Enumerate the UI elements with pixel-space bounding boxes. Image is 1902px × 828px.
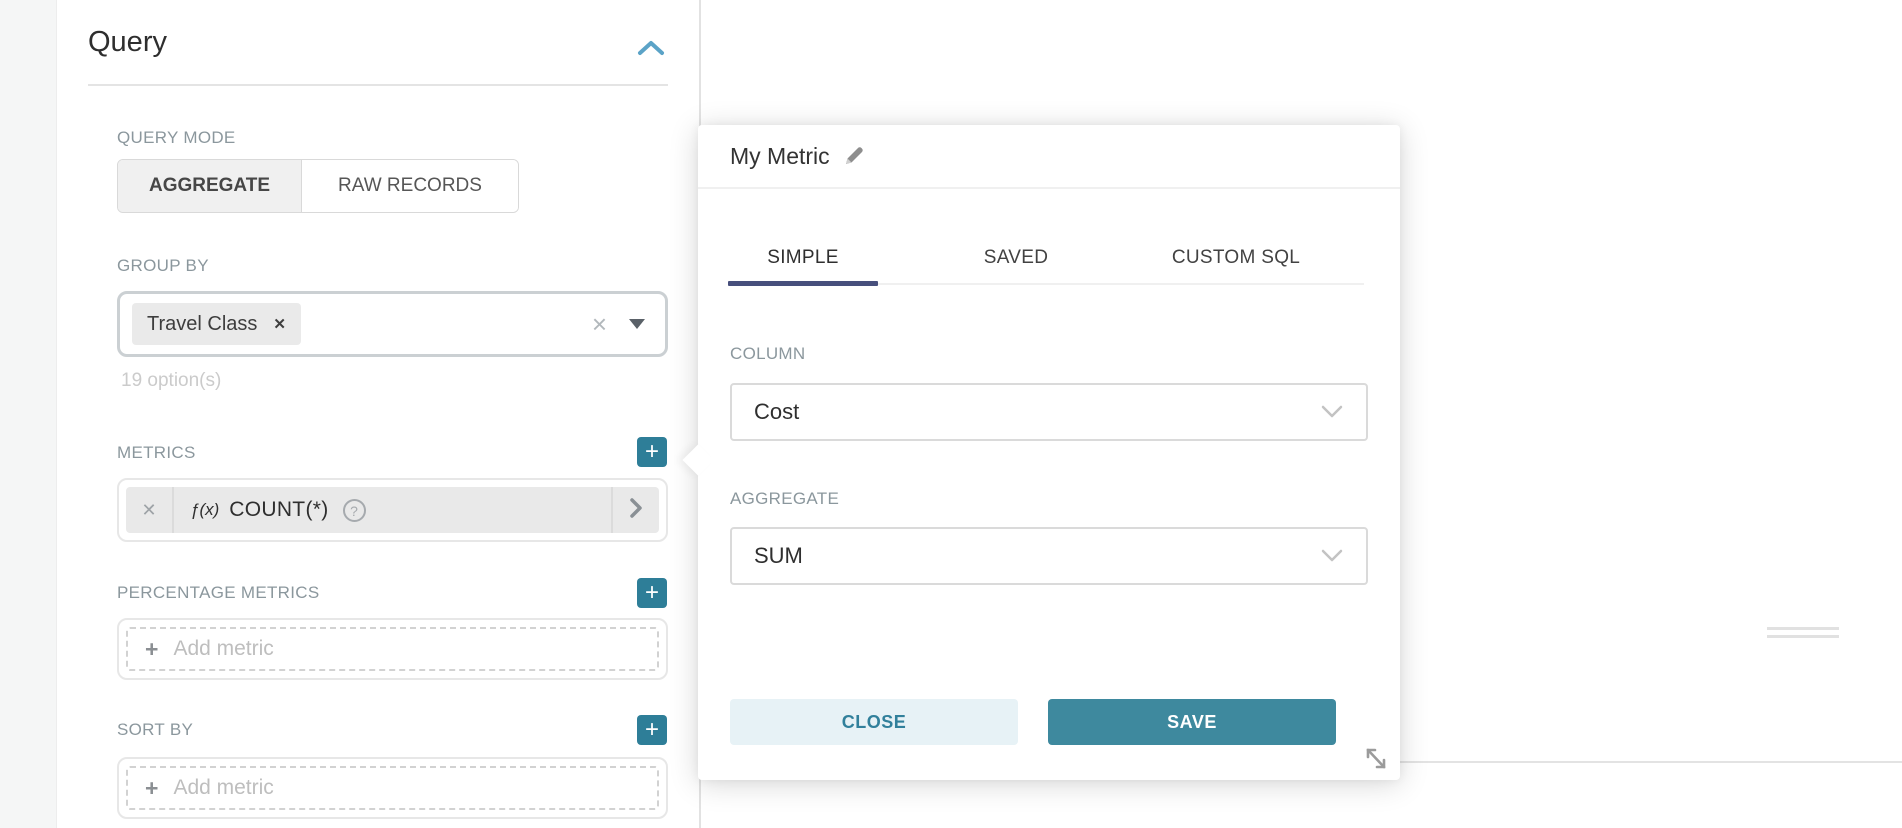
- tab-simple[interactable]: SIMPLE: [728, 247, 878, 269]
- edit-title-button[interactable]: [842, 144, 866, 168]
- group-by-tag[interactable]: Travel Class ✕: [132, 303, 301, 345]
- aggregate-select[interactable]: SUM: [730, 527, 1368, 585]
- section-divider: [88, 84, 668, 86]
- popover-arrow: [682, 444, 714, 476]
- add-percentage-metric-button[interactable]: +: [637, 578, 667, 608]
- column-value: Cost: [754, 399, 800, 424]
- metric-edit-popover: My Metric SIMPLE SAVED CUSTOM SQL COLUMN…: [682, 125, 1400, 780]
- metrics-label: METRICS: [117, 443, 196, 462]
- popover-header: My Metric: [698, 125, 1400, 189]
- add-metric-button[interactable]: +: [637, 437, 667, 467]
- sort-by-container: + Add metric: [117, 757, 668, 819]
- chevron-up-icon: [638, 40, 664, 55]
- collapse-section-button[interactable]: [634, 36, 668, 62]
- left-gutter: [0, 0, 57, 828]
- column-label: COLUMN: [730, 344, 806, 363]
- metric-title: My Metric: [730, 142, 830, 169]
- resize-diagonal-icon: [1366, 748, 1386, 769]
- group-by-label: GROUP BY: [117, 256, 209, 275]
- tab-custom-sql[interactable]: CUSTOM SQL: [1126, 247, 1346, 269]
- pill-divider: [172, 487, 174, 533]
- caret-down-icon: [629, 319, 645, 329]
- add-sort-metric-button[interactable]: +: [637, 715, 667, 745]
- raw-records-mode-button[interactable]: RAW RECORDS: [302, 160, 518, 212]
- add-metric-placeholder: Add metric: [173, 776, 274, 799]
- query-mode-label: QUERY MODE: [117, 128, 236, 147]
- metric-pill[interactable]: ✕ ƒ(x) COUNT(*) ?: [126, 487, 659, 533]
- percentage-metrics-container: + Add metric: [117, 618, 668, 680]
- query-section-title: Query: [88, 26, 167, 58]
- aggregate-value: SUM: [754, 543, 803, 568]
- chevron-right-icon: [630, 497, 642, 518]
- popover-resize-handle[interactable]: [1362, 743, 1390, 776]
- metric-expression: COUNT(*): [229, 498, 329, 521]
- add-percentage-metric-dropzone[interactable]: + Add metric: [126, 627, 659, 671]
- sort-by-label: SORT BY: [117, 720, 194, 739]
- aggregate-label: AGGREGATE: [730, 489, 840, 508]
- active-tab-indicator: [728, 281, 878, 286]
- group-by-tag-label: Travel Class: [147, 312, 258, 335]
- plus-icon: +: [145, 774, 159, 801]
- pencil-icon: [845, 147, 863, 164]
- group-by-select[interactable]: Travel Class ✕ ×: [117, 291, 668, 357]
- add-sort-metric-dropzone[interactable]: + Add metric: [126, 766, 659, 810]
- close-button[interactable]: CLOSE: [730, 699, 1018, 745]
- percentage-metrics-label: PERCENTAGE METRICS: [117, 583, 320, 602]
- metrics-container: ✕ ƒ(x) COUNT(*) ?: [117, 478, 668, 542]
- chart-resize-handle[interactable]: [1767, 627, 1839, 643]
- tab-saved[interactable]: SAVED: [946, 247, 1086, 269]
- save-button[interactable]: SAVE: [1048, 699, 1336, 745]
- query-mode-toggle: AGGREGATE RAW RECORDS: [117, 159, 519, 213]
- function-icon: ƒ(x): [190, 500, 220, 519]
- plus-icon: +: [145, 635, 159, 662]
- column-select[interactable]: Cost: [730, 383, 1368, 441]
- clear-select-icon[interactable]: ×: [591, 309, 607, 339]
- help-icon[interactable]: ?: [342, 498, 366, 522]
- pill-divider: [611, 487, 613, 533]
- remove-tag-icon[interactable]: ✕: [273, 316, 286, 333]
- aggregate-mode-button[interactable]: AGGREGATE: [118, 160, 302, 212]
- add-metric-placeholder: Add metric: [173, 637, 274, 660]
- chevron-down-icon: [1321, 549, 1343, 562]
- expand-metric-button[interactable]: [613, 497, 659, 524]
- remove-metric-icon[interactable]: ✕: [141, 499, 157, 520]
- options-count-hint: 19 option(s): [121, 370, 222, 391]
- tab-rail: [728, 283, 1364, 285]
- chevron-down-icon: [1321, 405, 1343, 418]
